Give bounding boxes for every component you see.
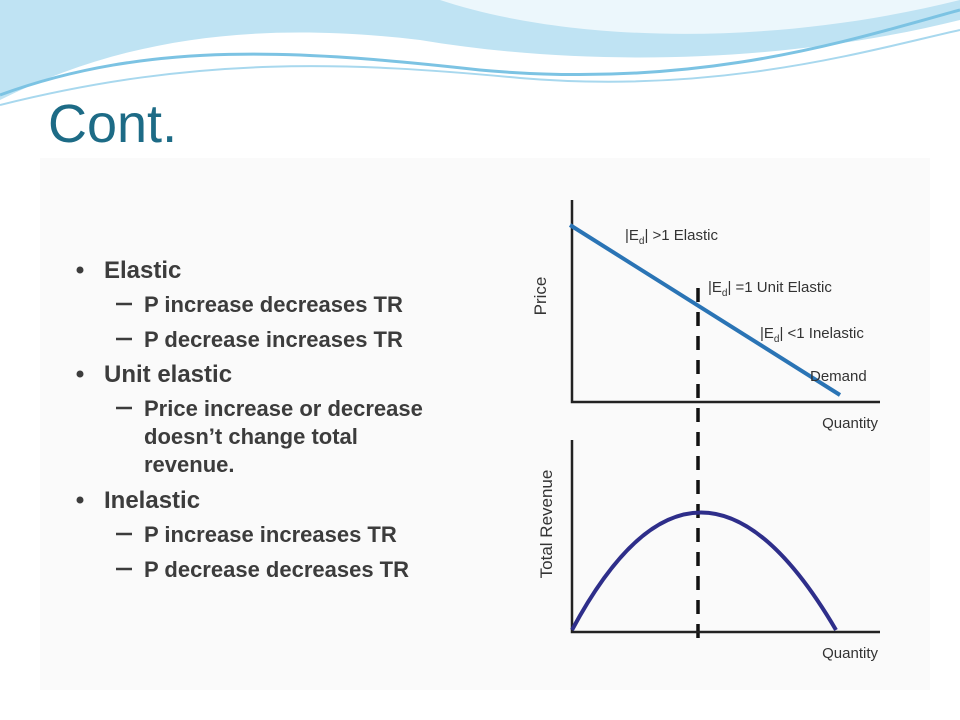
- annotation: |Ed| >1 Elastic: [625, 227, 718, 247]
- price-axes: [570, 200, 880, 404]
- bullet-dot: [76, 266, 84, 274]
- axis-label: Price: [531, 277, 550, 316]
- sub-item-text: revenue.: [144, 452, 235, 477]
- annotation-sub: d: [722, 288, 728, 299]
- annotation-part: | =1 Unit Elastic: [727, 279, 832, 296]
- curve-label: Demand: [810, 368, 867, 385]
- wave-line: [0, 29, 960, 106]
- annotation-part: |E: [625, 227, 639, 244]
- annotation: |Ed| <1 Inelastic: [760, 325, 864, 345]
- demand-line: [568, 223, 842, 397]
- annotation-part: |E: [760, 325, 774, 342]
- annotation-sub: d: [774, 334, 780, 345]
- revenue-curve: [570, 510, 838, 632]
- bullet-text: Elastic: [104, 257, 181, 284]
- sub-item-text: doesn’t change total: [144, 424, 358, 449]
- axis-label: Quantity: [822, 415, 878, 432]
- bullet-text: Inelastic: [104, 487, 200, 514]
- revenue-axes: [570, 440, 880, 634]
- annotation-part: |E: [708, 279, 722, 296]
- wave-line: [0, 8, 960, 97]
- axis-label: Quantity: [822, 645, 878, 662]
- annotation: |Ed| =1 Unit Elastic: [708, 279, 832, 299]
- sub-item-text: P increase increases TR: [144, 522, 397, 547]
- sub-item-text: P decrease decreases TR: [144, 557, 409, 582]
- annotation-sub: d: [639, 236, 645, 247]
- axis-label: Total Revenue: [537, 470, 556, 579]
- content-image: [40, 158, 930, 690]
- wave-highlight: [440, 0, 960, 34]
- sub-item-text: P decrease increases TR: [144, 327, 403, 352]
- bullet-list: Elastic P increase decreases TR P decrease…: [76, 257, 423, 582]
- slide-title: Cont.: [48, 94, 177, 154]
- annotation-part: | >1 Elastic: [644, 227, 718, 244]
- sub-item-text: P increase decreases TR: [144, 292, 403, 317]
- bullet-dot: [76, 496, 84, 504]
- sub-item-text: Price increase or decrease: [144, 396, 423, 421]
- diagram: Price Quantity Total Revenue Quantity De…: [531, 200, 880, 662]
- bullet-dot: [76, 370, 84, 378]
- annotation-part: | <1 Inelastic: [779, 325, 864, 342]
- bullet-text: Unit elastic: [104, 361, 232, 388]
